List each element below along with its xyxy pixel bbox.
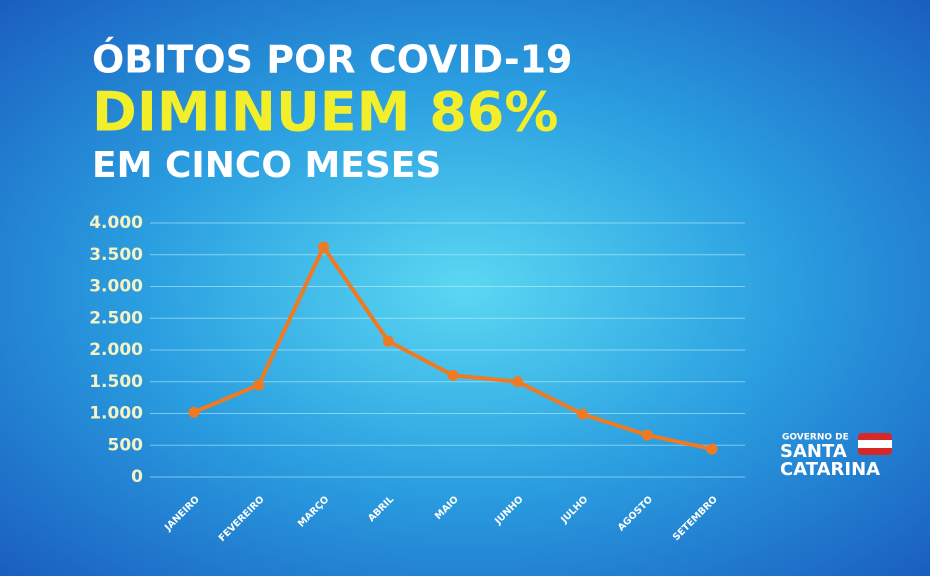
y-tick-label: 3.000 <box>89 277 143 297</box>
y-tick-label: 3.500 <box>89 245 143 265</box>
point <box>577 408 588 420</box>
logo-text: CATARINA <box>780 459 880 480</box>
y-tick-label: 1.000 <box>89 404 143 424</box>
y-tick-label: 2.500 <box>89 308 143 328</box>
point <box>512 376 524 388</box>
logo-text: GOVERNO DE <box>782 433 849 443</box>
chart-title: ÓBITOS POR COVID-19 <box>92 38 573 82</box>
point <box>318 241 329 253</box>
point <box>706 443 718 455</box>
point <box>253 379 265 391</box>
y-tick-label: 2.000 <box>89 340 143 360</box>
logo-text: SANTA <box>780 441 847 462</box>
logo-flag <box>858 440 892 448</box>
point <box>188 406 200 418</box>
point <box>382 335 394 347</box>
y-tick-label: 1.500 <box>89 372 143 392</box>
point <box>447 369 459 381</box>
chart-subtitle: EM CINCO MESES <box>92 145 441 186</box>
y-tick-label: 500 <box>108 435 144 455</box>
y-tick-label: 0 <box>131 467 143 487</box>
point <box>641 429 653 441</box>
chart-headline: DIMINUEM 86% <box>92 81 558 144</box>
logo: GOVERNO DE SANTA CATARINA <box>780 433 892 480</box>
y-tick-label: 4.000 <box>89 213 143 233</box>
